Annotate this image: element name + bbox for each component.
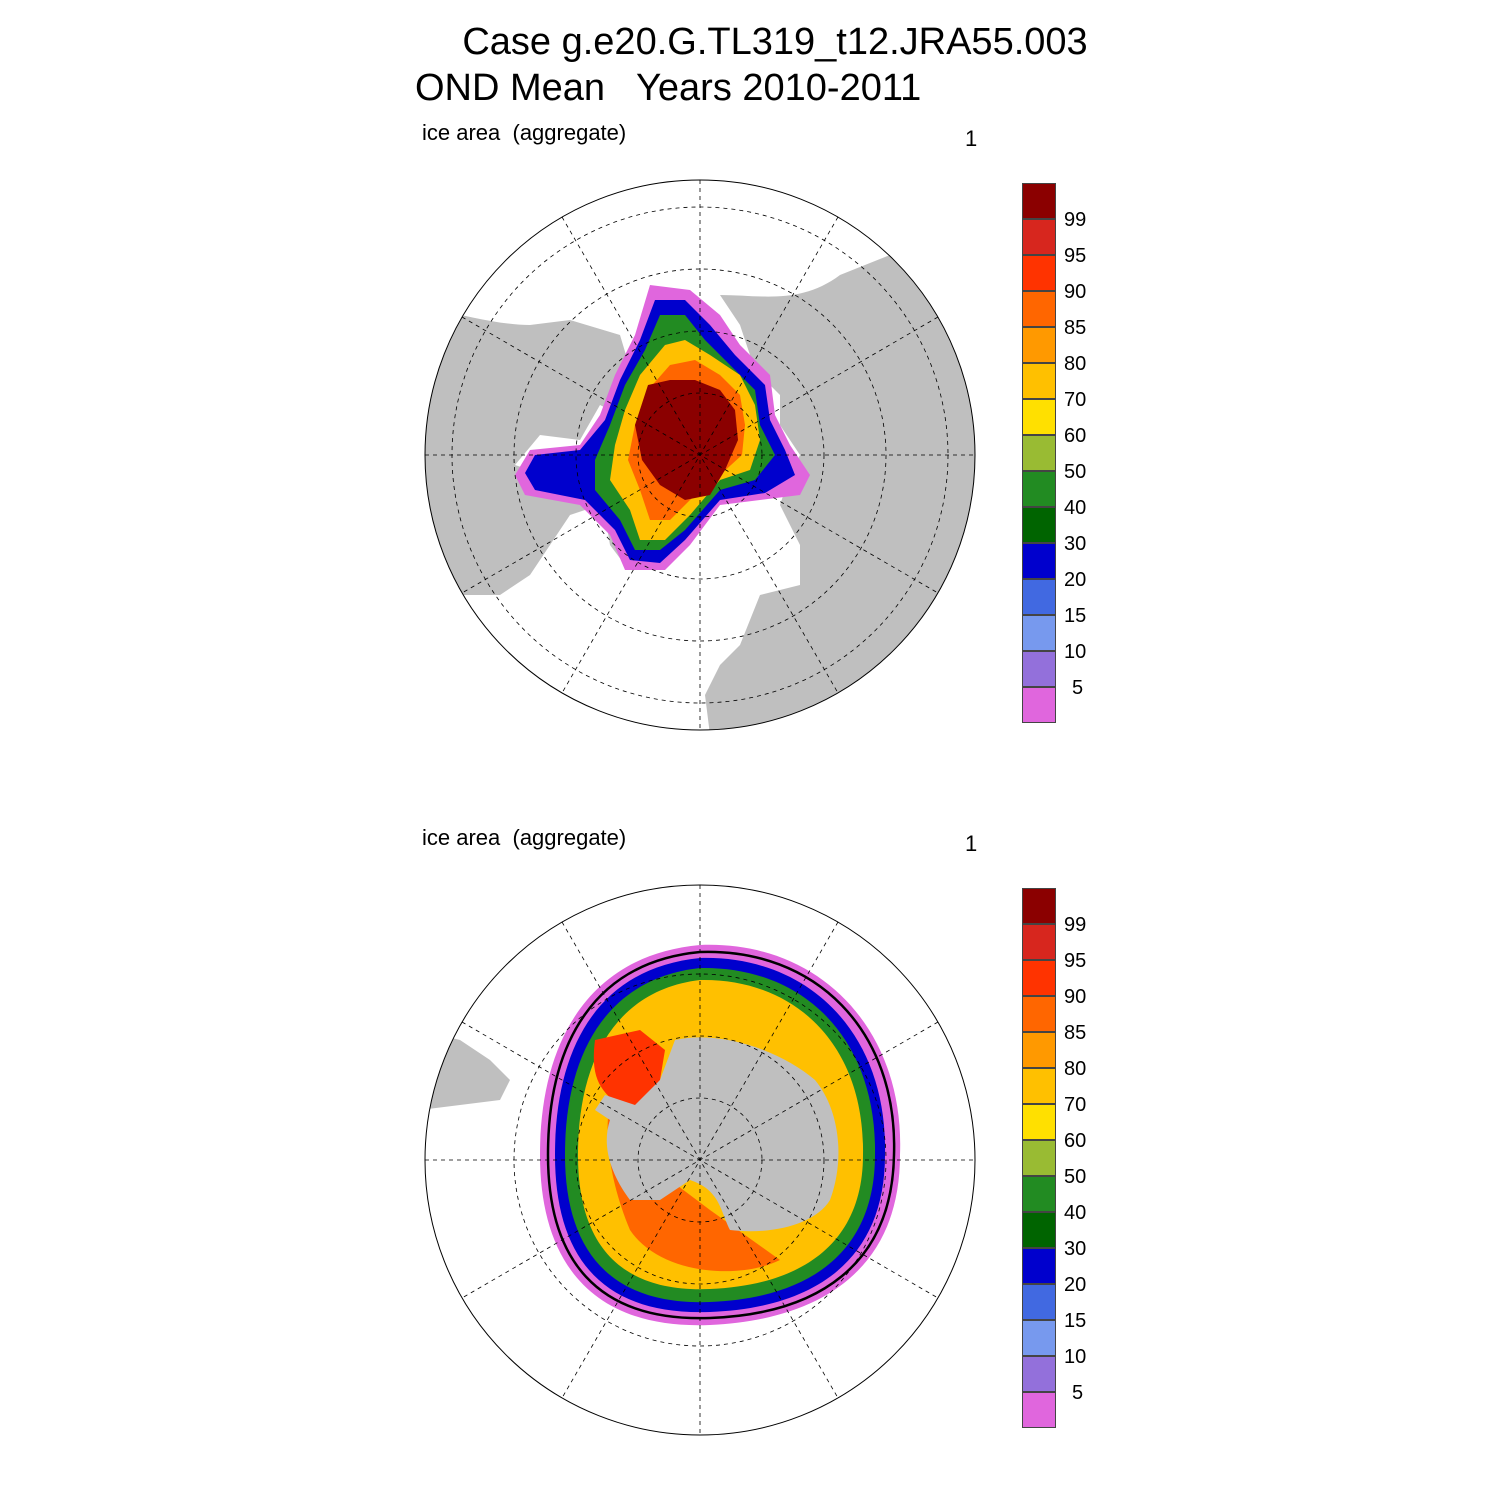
north-colorbar-label: 40 — [1064, 497, 1087, 519]
panel-south-label: ice area (aggregate) — [422, 825, 627, 850]
north-colorbar-label: 10 — [1064, 641, 1087, 663]
south-colorbar-label: 90 — [1064, 986, 1087, 1008]
south-colorbar-label: 60 — [1064, 1130, 1087, 1152]
south-colorbar-label: 95 — [1064, 950, 1087, 972]
north-colorbar-swatch — [1022, 363, 1056, 399]
north-colorbar-label: 99 — [1064, 209, 1087, 231]
south-colorbar-label: 30 — [1064, 1238, 1087, 1260]
north-colorbar-label: 90 — [1064, 281, 1087, 303]
north-colorbar-label: 80 — [1064, 353, 1087, 375]
north-colorbar: 99 95 90 85 80 70 60 50 40 30 20 15 10 5 — [1022, 183, 1132, 723]
south-colorbar-swatch — [1022, 1032, 1056, 1068]
panel-south-number: 1 — [965, 831, 978, 856]
north-colorbar-label: 50 — [1064, 461, 1087, 483]
south-colorbar-swatch — [1022, 1176, 1056, 1212]
north-polar-map — [424, 179, 976, 731]
north-colorbar-swatch — [1022, 615, 1056, 651]
north-colorbar-swatch — [1022, 291, 1056, 327]
north-colorbar-swatch — [1022, 183, 1056, 219]
south-colorbar-swatch — [1022, 924, 1056, 960]
north-colorbar-label: 20 — [1064, 569, 1087, 591]
south-colorbar-label: 70 — [1064, 1094, 1087, 1116]
north-colorbar-swatch — [1022, 327, 1056, 363]
south-colorbar-label: 40 — [1064, 1202, 1087, 1224]
north-colorbar-swatch — [1022, 399, 1056, 435]
south-colorbar-swatch — [1022, 1284, 1056, 1320]
north-colorbar-swatch — [1022, 579, 1056, 615]
north-colorbar-swatch — [1022, 507, 1056, 543]
south-colorbar-label: 99 — [1064, 914, 1087, 936]
north-colorbar-label: 30 — [1064, 533, 1087, 555]
south-colorbar-swatch — [1022, 1068, 1056, 1104]
north-colorbar-label: 85 — [1064, 317, 1087, 339]
land-antarctica — [595, 1037, 839, 1232]
south-colorbar-swatch — [1022, 1392, 1056, 1428]
south-polar-map — [424, 884, 976, 1436]
north-colorbar-label: 70 — [1064, 389, 1087, 411]
panel-north-number: 1 — [965, 126, 978, 151]
south-colorbar-label: 85 — [1064, 1022, 1087, 1044]
south-colorbar-label: 15 — [1064, 1310, 1087, 1332]
ice-band-99 — [635, 380, 738, 500]
panel-north-label: ice area (aggregate) — [422, 120, 627, 145]
south-colorbar-label: 20 — [1064, 1274, 1087, 1296]
north-colorbar-swatch — [1022, 651, 1056, 687]
north-colorbar-swatch — [1022, 435, 1056, 471]
ice-edge-contour — [546, 950, 896, 1320]
north-colorbar-label: 95 — [1064, 245, 1087, 267]
south-colorbar-swatch — [1022, 960, 1056, 996]
south-colorbar-swatch — [1022, 888, 1056, 924]
south-colorbar-swatch — [1022, 1320, 1056, 1356]
north-colorbar-swatch — [1022, 255, 1056, 291]
north-colorbar-label: 60 — [1064, 425, 1087, 447]
south-colorbar-label: 80 — [1064, 1058, 1087, 1080]
land-north-america — [425, 305, 650, 595]
south-colorbar-label: 50 — [1064, 1166, 1087, 1188]
south-colorbar-label: 10 — [1064, 1346, 1087, 1368]
south-colorbar: 99 95 90 85 80 70 60 50 40 30 20 15 10 5 — [1022, 888, 1132, 1428]
south-colorbar-swatch — [1022, 1356, 1056, 1392]
land-eurasia — [705, 255, 975, 730]
north-colorbar-label: 5 — [1072, 677, 1084, 699]
ice-ring-85 — [607, 1070, 780, 1272]
figure-title-case: Case g.e20.G.TL319_t12.JRA55.003 — [462, 21, 1088, 63]
north-colorbar-label: 15 — [1064, 605, 1087, 627]
north-colorbar-swatch — [1022, 543, 1056, 579]
south-colorbar-swatch — [1022, 1140, 1056, 1176]
south-colorbar-swatch — [1022, 996, 1056, 1032]
south-colorbar-swatch — [1022, 1104, 1056, 1140]
north-colorbar-swatch — [1022, 219, 1056, 255]
south-colorbar-swatch — [1022, 1248, 1056, 1284]
south-colorbar-swatch — [1022, 1212, 1056, 1248]
north-colorbar-swatch — [1022, 687, 1056, 723]
south-colorbar-label: 5 — [1072, 1382, 1084, 1404]
north-colorbar-swatch — [1022, 471, 1056, 507]
figure-title-period: OND Mean Years 2010-2011 — [415, 67, 922, 109]
